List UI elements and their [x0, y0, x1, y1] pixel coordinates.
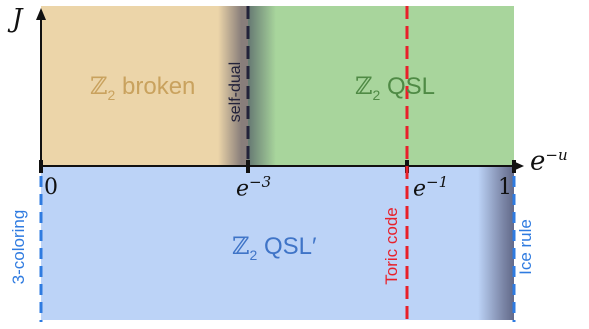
y-axis-label: J	[12, 4, 23, 34]
x-axis-label: e−u	[530, 146, 568, 177]
three-coloring-label: 3-coloring	[9, 209, 28, 285]
self-dual-label: self-dual	[227, 61, 244, 123]
z2-qsl-region	[248, 6, 514, 166]
tick-label-0: 0	[44, 175, 58, 200]
toric-code-label: Toric code	[382, 207, 401, 285]
tick-label-1: 1	[498, 175, 512, 200]
tick-label-e1: e−1	[413, 173, 449, 202]
z2-qsl-label: ℤ2 QSL	[355, 72, 436, 103]
z2-broken-label: ℤ2 broken	[90, 72, 196, 103]
z2-broken-region	[41, 6, 248, 166]
z2-qsl-prime-region	[41, 166, 514, 320]
tick-label-e3: e−3	[236, 173, 272, 202]
ice-rule-shading	[478, 166, 514, 320]
z2-qsl-prime-label: ℤ2 QSL′	[232, 232, 317, 263]
y-axis-arrow	[36, 8, 46, 20]
ice-rule-label: Ice rule	[516, 219, 535, 275]
